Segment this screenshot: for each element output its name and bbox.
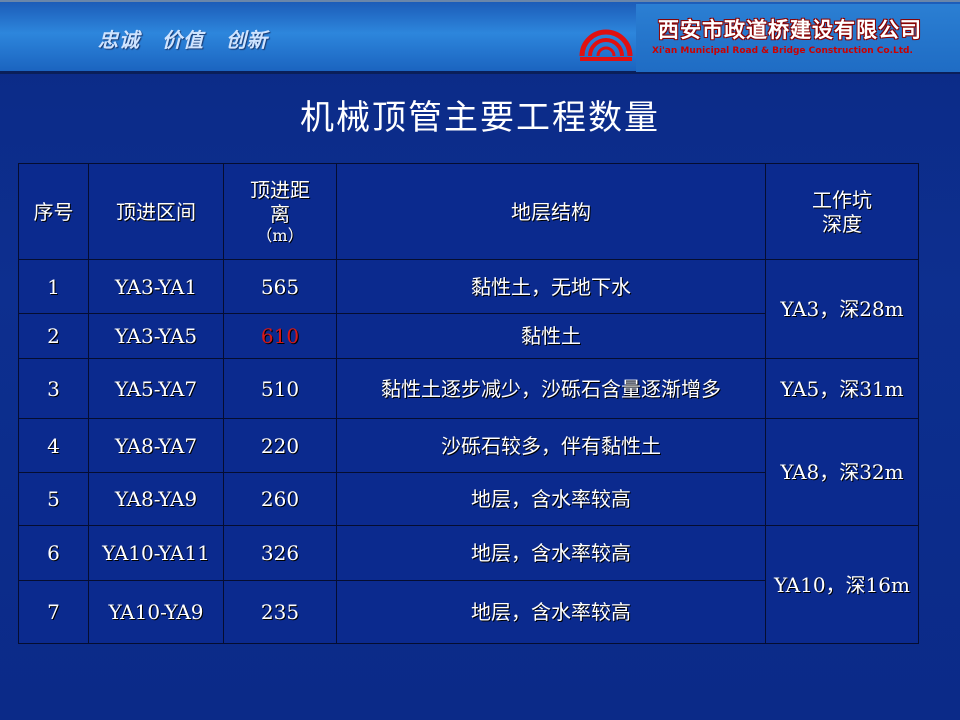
slogan-value: 价值 bbox=[161, 28, 204, 52]
cell-no: 2 bbox=[18, 313, 89, 359]
cell-strata: 黏性土逐步减少，沙砾石含量逐渐增多 bbox=[336, 358, 766, 419]
table-row: 6 YA10-YA11 326 地层，含水率较高 YA10，深16m bbox=[18, 525, 919, 644]
header-distance-line1: 顶进距 bbox=[250, 177, 310, 202]
cell-strata: 地层，含水率较高 bbox=[336, 472, 766, 526]
cell-pit: YA10，深16m bbox=[765, 525, 919, 644]
cell-strata: 地层，含水率较高 bbox=[336, 580, 766, 644]
cell-section: YA10-YA11 bbox=[88, 525, 224, 581]
table-row: 3 YA5-YA7 510 黏性土逐步减少，沙砾石含量逐渐增多 YA5，深31m bbox=[18, 358, 919, 419]
cell-distance: 235 bbox=[223, 580, 337, 644]
cell-section: YA8-YA7 bbox=[88, 418, 224, 473]
cell-pit: YA5，深31m bbox=[765, 358, 919, 419]
slogan: 忠诚 价值 创新 bbox=[98, 24, 282, 53]
table-row: 4 YA8-YA7 220 沙砾石较多，伴有黏性土 YA8，深32m bbox=[18, 418, 919, 526]
cell-strata: 黏性土 bbox=[336, 313, 766, 359]
header-distance: 顶进距离（m） bbox=[223, 163, 337, 260]
header-pit-line2: 深度 bbox=[822, 211, 862, 236]
header-distance-unit: （m） bbox=[256, 225, 304, 245]
table-row: 7 YA10-YA9 235 地层，含水率较高 bbox=[18, 580, 919, 644]
company-logo-icon bbox=[579, 29, 633, 61]
cell-distance: 510 bbox=[223, 358, 337, 419]
table-row: 1 YA3-YA1 565 黏性土，无地下水 YA3，深28m bbox=[18, 259, 919, 359]
cell-section: YA3-YA1 bbox=[88, 259, 224, 314]
header-section: 顶进区间 bbox=[88, 163, 224, 260]
cell-no: 1 bbox=[18, 259, 89, 314]
cell-section: YA5-YA7 bbox=[88, 358, 224, 419]
header-banner: 忠诚 价值 创新 西安市政道桥建设有限公司 Xi'an Municipal Ro… bbox=[0, 0, 960, 74]
cell-no: 7 bbox=[18, 580, 89, 644]
cell-pit: YA3，深28m bbox=[765, 259, 919, 359]
header-pit-line1: 工作坑 bbox=[812, 187, 872, 212]
header-pit: 工作坑 深度 bbox=[765, 163, 919, 260]
cell-section: YA10-YA9 bbox=[88, 580, 224, 644]
cell-no: 5 bbox=[18, 472, 89, 526]
table-header-row: 序号 顶进区间 顶进距离（m） 地层结构 工作坑 深度 bbox=[18, 163, 919, 260]
company-name: 西安市政道桥建设有限公司 bbox=[658, 18, 922, 42]
cell-distance: 220 bbox=[223, 418, 337, 473]
cell-pit: YA8，深32m bbox=[765, 418, 919, 526]
cell-distance: 565 bbox=[223, 259, 337, 314]
cell-no: 4 bbox=[18, 418, 89, 473]
quantity-table: 序号 顶进区间 顶进距离（m） 地层结构 工作坑 深度 1 YA3-YA1 565… bbox=[18, 163, 919, 644]
cell-strata: 地层，含水率较高 bbox=[336, 525, 766, 581]
cell-distance: 326 bbox=[223, 525, 337, 581]
cell-distance: 260 bbox=[223, 472, 337, 526]
header-strata: 地层结构 bbox=[336, 163, 766, 260]
cell-distance-highlighted: 610 bbox=[223, 313, 337, 359]
header-distance-line2: 离 bbox=[270, 201, 290, 226]
slogan-loyalty: 忠诚 bbox=[98, 28, 140, 52]
cell-section: YA3-YA5 bbox=[88, 313, 224, 359]
cell-no: 6 bbox=[18, 525, 89, 581]
company-name-en: Xi'an Municipal Road & Bridge Constructi… bbox=[652, 46, 913, 56]
logo-panel bbox=[636, 4, 960, 72]
header-no: 序号 bbox=[18, 163, 89, 260]
cell-section: YA8-YA9 bbox=[88, 472, 224, 526]
cell-strata: 黏性土，无地下水 bbox=[336, 259, 766, 314]
page-title: 机械顶管主要工程数量 bbox=[300, 98, 660, 138]
cell-no: 3 bbox=[18, 358, 89, 419]
slogan-innovation: 创新 bbox=[225, 28, 268, 52]
cell-strata: 沙砾石较多，伴有黏性土 bbox=[336, 418, 766, 473]
